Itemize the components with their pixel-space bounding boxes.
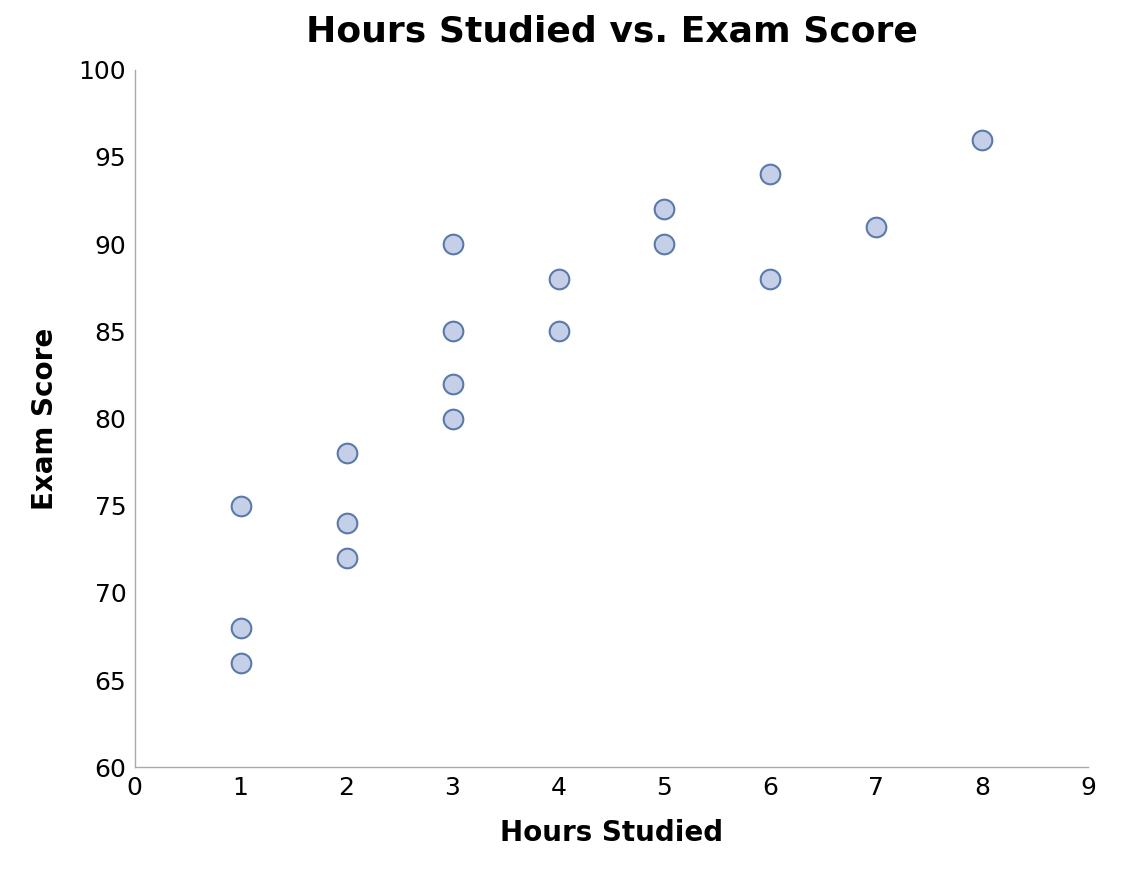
Point — [231, 621, 249, 635]
Point — [655, 202, 673, 216]
Point — [867, 220, 885, 234]
Point — [338, 516, 356, 530]
Point — [231, 499, 249, 513]
Point — [762, 167, 780, 181]
Point — [762, 272, 780, 286]
X-axis label: Hours Studied: Hours Studied — [500, 819, 723, 847]
Point — [550, 324, 568, 338]
Point — [231, 656, 249, 670]
Y-axis label: Exam Score: Exam Score — [31, 327, 59, 510]
Point — [443, 412, 461, 426]
Point — [443, 237, 461, 251]
Point — [655, 237, 673, 251]
Point — [338, 446, 356, 460]
Title: Hours Studied vs. Exam Score: Hours Studied vs. Exam Score — [305, 15, 918, 49]
Point — [443, 324, 461, 338]
Point — [550, 272, 568, 286]
Point — [443, 377, 461, 391]
Point — [974, 133, 992, 146]
Point — [338, 551, 356, 565]
